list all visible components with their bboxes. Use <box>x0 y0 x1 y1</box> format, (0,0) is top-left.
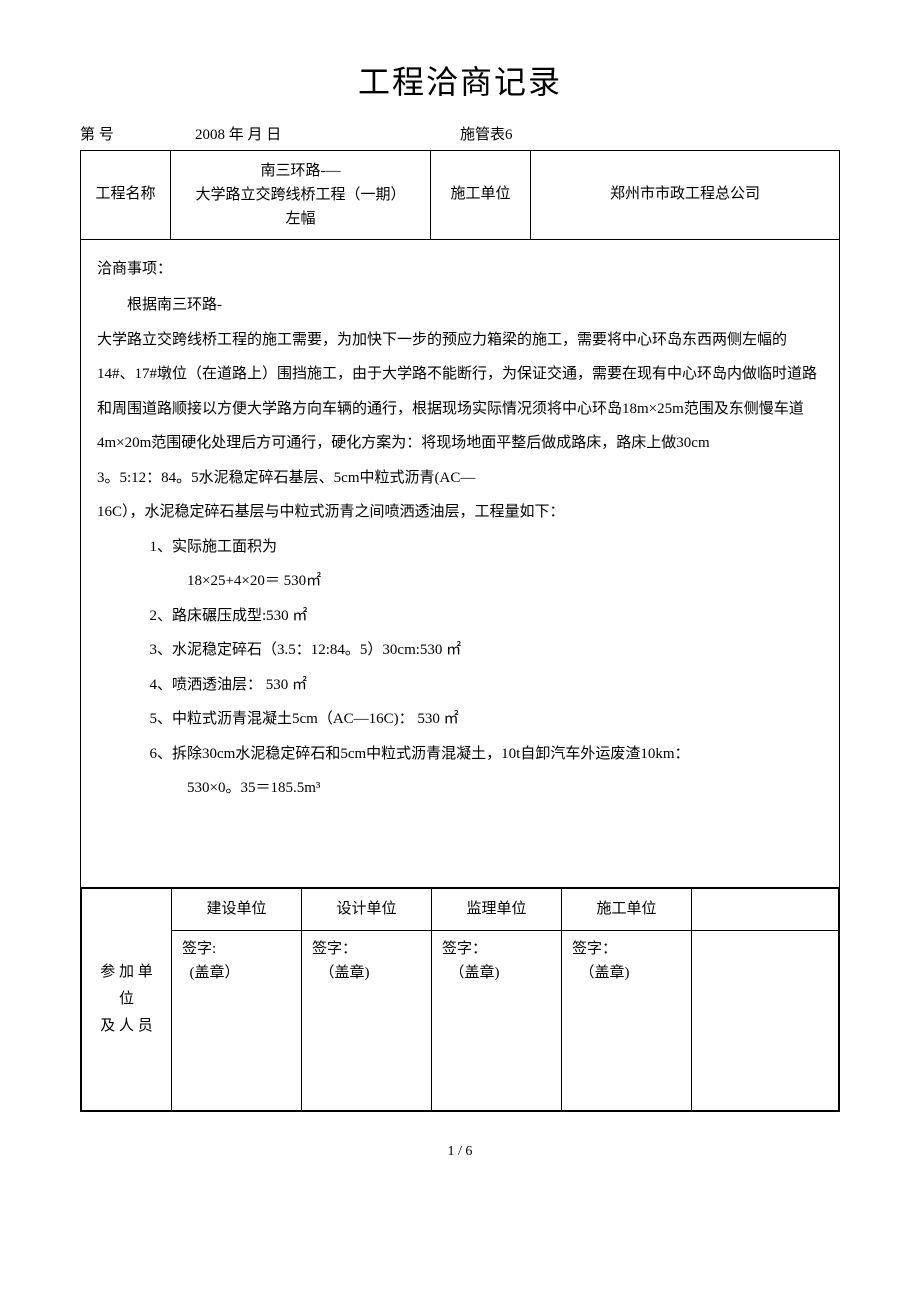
project-name-line3: 左幅 <box>285 211 315 227</box>
sig-cell-2: 签字： （盖章) <box>432 930 562 1110</box>
sig-stamp-2: （盖章) <box>450 965 500 981</box>
project-name-line1: 南三环路-— <box>261 163 341 179</box>
items-list: 1、实际施工面积为18×25+4×20＝ 530㎡2、路床碾压成型:530 ㎡3… <box>97 530 823 806</box>
list-item: 2、路床碾压成型:530 ㎡ <box>97 599 823 634</box>
list-sub: 530×0。35＝185.5m³ <box>97 771 823 806</box>
list-item: 6、拆除30cm水泥稳定碎石和5cm中粒式沥青混凝土，10t自卸汽车外运废渣10… <box>97 737 823 772</box>
para2: 3。5:12：84。5水泥稳定碎石基层、5cm中粒式沥青(AC— <box>97 461 823 496</box>
header-row: 工程名称 南三环路-— 大学路立交跨线桥工程（一期） 左幅 施工单位 郑州市市政… <box>81 150 840 239</box>
project-name-line2: 大学路立交跨线桥工程（一期） <box>195 187 405 203</box>
sig-cell-3: 签字： （盖章) <box>562 930 692 1110</box>
intro: 根据南三环路- <box>97 288 823 323</box>
content-cell: 洽商事项： 根据南三环路- 大学路立交跨线桥工程的施工需要，为加快下一步的预应力… <box>81 239 840 887</box>
list-item: 1、实际施工面积为 <box>97 530 823 565</box>
page-title: 工程洽商记录 <box>80 60 840 105</box>
signature-table: 参 加 单 位 及 人 员 建设单位 设计单位 监理单位 施工单位 签字: (盖… <box>81 888 839 1111</box>
project-label: 工程名称 <box>81 150 171 239</box>
sig-sign-3: 签字： <box>572 941 617 957</box>
sig-sign-0: 签字: <box>182 941 216 957</box>
sig-header-empty <box>692 888 839 930</box>
sig-header-0: 建设单位 <box>172 888 302 930</box>
para3: 16C），水泥稳定碎石基层与中粒式沥青之间喷洒透油层，工程量如下： <box>97 495 823 530</box>
sig-side-label: 参 加 单 位 及 人 员 <box>82 888 172 1110</box>
sig-cell-1: 签字： （盖章) <box>302 930 432 1110</box>
meta-number: 第 号 <box>80 125 195 146</box>
sig-sign-2: 签字： <box>442 941 487 957</box>
side-label-3: 及 人 员 <box>100 1018 153 1034</box>
sig-header-3: 施工单位 <box>562 888 692 930</box>
meta-form-code: 施管表6 <box>460 125 840 146</box>
meta-date: 2008 年 月 日 <box>195 125 460 146</box>
side-label-1: 参 加 单 <box>100 964 153 980</box>
side-label-2: 位 <box>119 991 134 1007</box>
list-sub: 18×25+4×20＝ 530㎡ <box>97 564 823 599</box>
para1: 大学路立交跨线桥工程的施工需要，为加快下一步的预应力箱梁的施工，需要将中心环岛东… <box>97 323 823 461</box>
unit-label: 施工单位 <box>431 150 531 239</box>
sig-stamp-1: （盖章) <box>320 965 370 981</box>
sig-cell-empty <box>692 930 839 1110</box>
sig-stamp-3: （盖章) <box>580 965 630 981</box>
meta-row: 第 号 2008 年 月 日 施管表6 <box>80 125 840 146</box>
sig-sign-1: 签字： <box>312 941 357 957</box>
section-label: 洽商事项： <box>97 252 823 287</box>
list-item: 5、中粒式沥青混凝土5cm（AC—16C)： 530 ㎡ <box>97 702 823 737</box>
sig-header-2: 监理单位 <box>432 888 562 930</box>
list-item: 3、水泥稳定碎石（3.5：12:84。5）30cm:530 ㎡ <box>97 633 823 668</box>
unit-name: 郑州市市政工程总公司 <box>531 150 840 239</box>
sig-stamp-0: (盖章） <box>190 965 240 981</box>
project-name: 南三环路-— 大学路立交跨线桥工程（一期） 左幅 <box>171 150 431 239</box>
sig-header-1: 设计单位 <box>302 888 432 930</box>
page-footer: 1 / 6 <box>80 1142 840 1162</box>
list-item: 4、喷洒透油层： 530 ㎡ <box>97 668 823 703</box>
sig-cell-0: 签字: (盖章） <box>172 930 302 1110</box>
main-table: 工程名称 南三环路-— 大学路立交跨线桥工程（一期） 左幅 施工单位 郑州市市政… <box>80 150 840 1112</box>
